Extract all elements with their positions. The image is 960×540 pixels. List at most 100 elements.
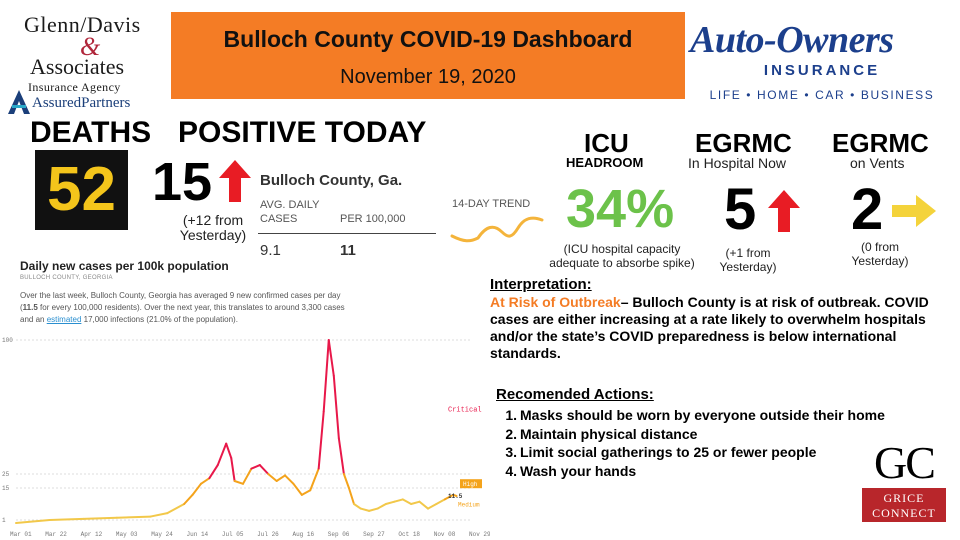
x-tick-label: May 03	[116, 531, 138, 538]
actions-list: 1. Masks should be worn by everyone outsi…	[500, 406, 950, 480]
series-line-segment	[275, 474, 287, 482]
zone-badge-high	[460, 479, 482, 489]
avg-daily-cases-value: 9.1	[260, 242, 281, 259]
series-line-segment	[199, 477, 211, 485]
x-tick-label: Jul 26	[257, 531, 279, 538]
series-line-segment	[284, 474, 295, 485]
series-line-segment	[418, 500, 429, 510]
y-tick-label: 1	[2, 517, 6, 524]
red-up-arrow-icon	[768, 190, 800, 232]
series-line-segment	[48, 517, 85, 521]
egrmc-hospital-label: EGRMC	[695, 128, 792, 158]
series-line-segment	[322, 339, 330, 413]
item-text: Maintain physical distance	[520, 425, 698, 442]
series-line-segment	[376, 503, 387, 510]
desc-text: 17,000 infections (21.0% of the populati…	[81, 315, 238, 324]
red-up-arrow-icon	[219, 160, 251, 202]
daily-cases-chart: 100 25 15 1 Mar 01 Mar 22 Apr 12 May 03 May 24 Ju…	[2, 337, 490, 538]
per-100k-header: PER 100,000	[340, 213, 406, 225]
logo-text: Glenn/Davis	[24, 12, 141, 37]
chart-description: Over the last week, Bulloch County, Geor…	[20, 290, 350, 326]
series-line-segment	[183, 493, 194, 505]
y-tick-label: 15	[2, 485, 10, 492]
icu-sublabel: HEADROOM	[566, 155, 644, 170]
list-item: 4. Wash your hands	[500, 462, 950, 481]
logo-text: CONNECT	[872, 506, 936, 520]
item-text: Masks should be worn by everyone outside…	[520, 407, 885, 423]
positive-today-label: POSITIVE TODAY	[178, 116, 427, 149]
series-line-segment	[426, 503, 438, 510]
logo-ampersand: &	[80, 32, 101, 61]
series-line-segment	[230, 456, 236, 482]
actions-heading: Recomended Actions:	[496, 386, 654, 403]
egrmc-hospital-sublabel: In Hospital Now	[688, 155, 787, 171]
egrmc-vents-value: 2	[851, 177, 884, 242]
interpretation-body: – Bulloch County is at risk of outbreak.…	[490, 294, 929, 361]
series-line-segment	[233, 480, 244, 485]
series-line-segment	[342, 473, 350, 489]
interpretation-heading: Interpretation:	[490, 276, 592, 293]
x-tick-label: May 24	[151, 531, 173, 538]
series-line-segment	[443, 493, 455, 501]
logo-text: AssuredPartners	[32, 95, 131, 111]
egrmc-vents-sublabel: on Vents	[850, 155, 905, 171]
series-line-segment	[250, 464, 261, 470]
egrmc-vents-note: (0 from Yesterday)	[851, 240, 909, 268]
x-tick-label: Apr 12	[81, 531, 103, 538]
divider	[258, 233, 436, 234]
logo-box: GRICE CONNECT	[862, 488, 946, 522]
page-title: Bulloch County COVID-19 Dashboard	[223, 26, 633, 52]
x-tick-label: Oct 18	[398, 531, 420, 538]
series-line-segment	[317, 410, 325, 470]
logo-text: Insurance Agency	[28, 80, 121, 94]
x-tick-label: Nov 29	[469, 531, 490, 538]
series-line-segment	[435, 498, 446, 505]
item-number: 3.	[505, 444, 517, 460]
series-line-segment	[15, 519, 51, 524]
series-line-segment	[332, 374, 340, 440]
auto-owners-logo: Auto-Owners INSURANCE LIFE • HOME • CAR …	[688, 12, 956, 102]
chart-title: Daily new cases per 100k population	[20, 259, 229, 273]
x-tick-label: Sep 27	[363, 531, 385, 538]
y-tick-label: 100	[2, 337, 13, 344]
series-line-segment	[208, 464, 219, 480]
series-line-segment	[359, 507, 371, 512]
series-line-segment	[166, 503, 186, 515]
egrmc-hospital-note: (+1 from Yesterday)	[719, 246, 777, 274]
series-line-segment	[384, 500, 396, 505]
series-line-segment	[149, 512, 169, 518]
positive-today-value: 15	[152, 152, 213, 212]
y-tick-label: 25	[2, 471, 10, 478]
list-item: 2. Maintain physical distance	[500, 425, 950, 444]
zone-label-critical: Critical	[448, 406, 482, 414]
deaths-label: DEATHS	[30, 116, 152, 149]
series-line-segment	[337, 437, 345, 475]
estimated-link[interactable]: estimated	[46, 315, 82, 324]
icu-value: 34%	[566, 179, 675, 239]
desc-text: Over the last week, Bulloch County, Geor…	[20, 291, 341, 312]
egrmc-hospital-value: 5	[724, 177, 757, 242]
icu-note: (ICU hospital capacity adequate to absor…	[549, 242, 695, 270]
desc-bold: 11.5	[22, 303, 38, 312]
x-tick-label: Jun 14	[187, 531, 209, 538]
series-line-segment	[410, 500, 421, 505]
series-line-segment	[225, 442, 233, 459]
series-line-segment	[115, 515, 152, 519]
series-line-segment	[292, 482, 303, 496]
item-number: 4.	[505, 462, 517, 479]
x-tick-label: Nov 08	[434, 531, 456, 538]
item-text: Limit social gatherings to 25 or fewer p…	[520, 444, 817, 460]
item-text: Wash your hands	[520, 462, 637, 479]
title-banner: Bulloch County COVID-19 Dashboard Novemb…	[171, 12, 685, 99]
series-line-segment	[300, 489, 312, 496]
current-value-label: 11.5	[448, 493, 463, 500]
icu-label: ICU	[584, 128, 629, 158]
series-line-segment	[216, 442, 228, 467]
yellow-right-arrow-icon	[892, 195, 936, 227]
positive-today-note: (+12 from Yesterday)	[179, 212, 247, 243]
x-tick-label: Mar 22	[45, 531, 67, 538]
stat-card-title: Bulloch County, Ga.	[260, 172, 403, 189]
report-date: November 19, 2020	[340, 66, 516, 88]
assured-partners-icon	[8, 90, 30, 114]
series-line-segment	[242, 467, 253, 485]
